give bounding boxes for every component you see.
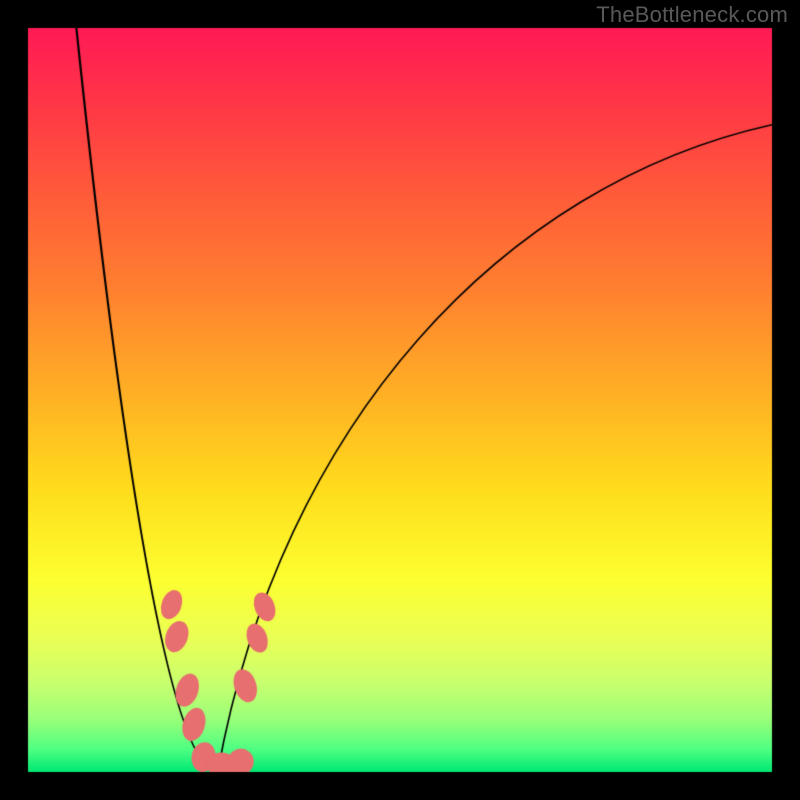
chart-stage: TheBottleneck.com (0, 0, 800, 800)
watermark-label: TheBottleneck.com (596, 2, 788, 28)
bottleneck-curve-chart (0, 0, 800, 800)
